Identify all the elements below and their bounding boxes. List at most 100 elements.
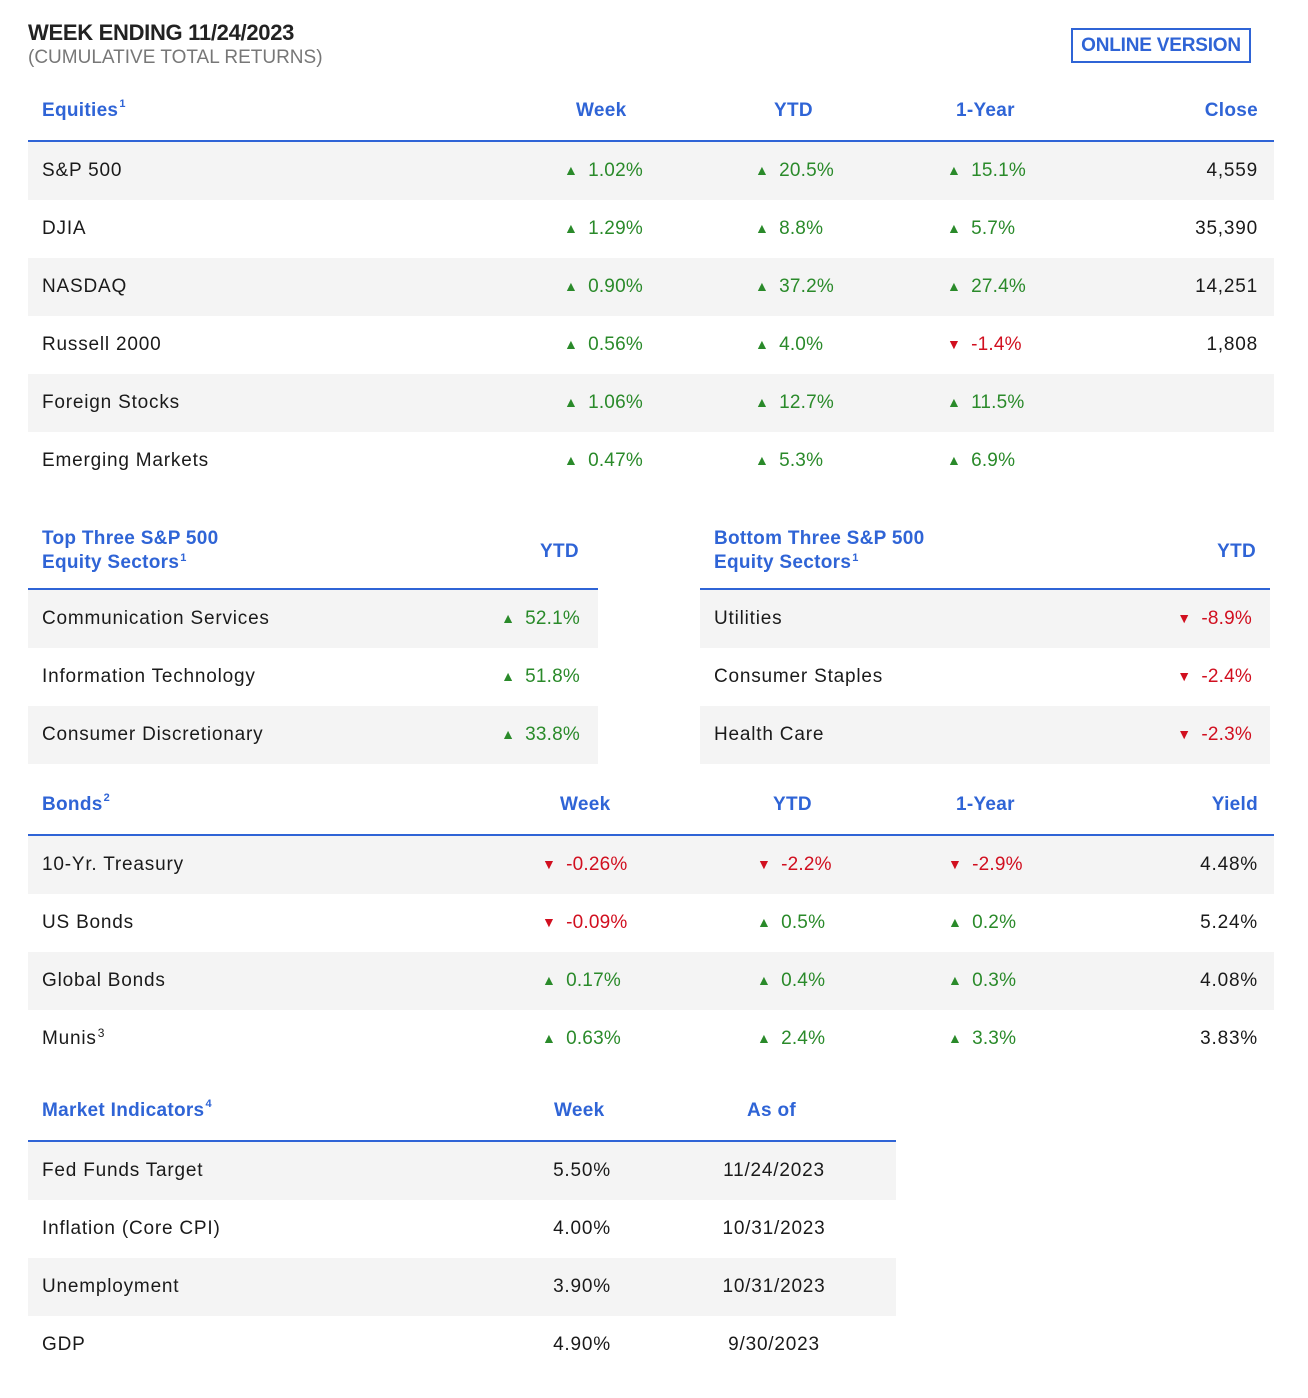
triangle-up-icon: ▲ bbox=[564, 394, 579, 410]
change-value: ▼ -2.4% bbox=[1177, 648, 1252, 706]
triangle-down-icon: ▼ bbox=[542, 914, 557, 930]
row-label: S&P 500 bbox=[42, 142, 122, 200]
row-label: Information Technology bbox=[42, 648, 256, 706]
change-value: ▲ 0.2% bbox=[948, 894, 1016, 952]
close-value: 1,808 bbox=[1206, 334, 1258, 355]
change-value: ▲ 6.9% bbox=[947, 432, 1015, 490]
row-label-text: Fed Funds Target bbox=[42, 1160, 204, 1181]
row-label-text: Communication Services bbox=[42, 608, 270, 629]
row-label: Communication Services bbox=[42, 590, 270, 648]
change-value: ▲ 1.06% bbox=[564, 374, 643, 432]
bottom-sectors-header: Bottom Three S&P 500 Equity Sectors1 YTD bbox=[700, 516, 1270, 590]
triangle-down-icon: ▼ bbox=[1177, 610, 1192, 626]
footnote-marker: 3 bbox=[97, 1026, 106, 1040]
change-value: ▼ -2.9% bbox=[948, 836, 1023, 894]
row-label-text: NASDAQ bbox=[42, 276, 128, 297]
change-value: ▲ 4.0% bbox=[755, 316, 823, 374]
yield-value: 3.83% bbox=[1200, 1028, 1258, 1049]
triangle-up-icon: ▲ bbox=[564, 220, 579, 236]
triangle-up-icon: ▲ bbox=[501, 610, 516, 626]
table-row: US Bonds ▼ -0.09% ▲ 0.5% ▲ 0.2% 5.24% bbox=[28, 894, 1274, 952]
triangle-down-icon: ▼ bbox=[757, 856, 772, 872]
change-value: ▲ 0.56% bbox=[564, 316, 643, 374]
change-text: 33.8% bbox=[525, 724, 580, 745]
row-label-text: Global Bonds bbox=[42, 970, 166, 991]
change-value: ▲ 37.2% bbox=[755, 258, 834, 316]
change-text: 3.3% bbox=[972, 1028, 1017, 1049]
change-text: 27.4% bbox=[971, 276, 1026, 297]
triangle-up-icon: ▲ bbox=[947, 394, 962, 410]
equities-table: Equities 1 Week YTD 1-Year Close S&P 500 ▲… bbox=[28, 82, 1274, 490]
change-value: ▼ -2.3% bbox=[1177, 706, 1252, 764]
table-row: Utilities ▼ -8.9% bbox=[700, 590, 1270, 648]
change-text: -2.2% bbox=[781, 854, 832, 875]
row-label-text: Utilities bbox=[714, 608, 783, 629]
change-value: ▲ 52.1% bbox=[501, 590, 580, 648]
triangle-up-icon: ▲ bbox=[755, 394, 770, 410]
row-label-text: Munis bbox=[42, 1028, 97, 1049]
col-yield: Yield bbox=[1211, 794, 1258, 815]
row-label: Foreign Stocks bbox=[42, 374, 180, 432]
week-value: 4.00% bbox=[553, 1218, 611, 1239]
change-value: ▲ 0.4% bbox=[757, 952, 825, 1010]
change-text: -0.09% bbox=[566, 912, 628, 933]
table-row: DJIA ▲ 1.29% ▲ 8.8% ▲ 5.7% 35,390 bbox=[28, 200, 1274, 258]
change-text: 5.7% bbox=[971, 218, 1016, 239]
table-row: Fed Funds Target 5.50% 11/24/2023 bbox=[28, 1142, 896, 1200]
row-label-text: Emerging Markets bbox=[42, 450, 209, 471]
change-text: 6.9% bbox=[971, 450, 1016, 471]
triangle-up-icon: ▲ bbox=[947, 452, 962, 468]
triangle-up-icon: ▲ bbox=[542, 1030, 557, 1046]
col-ytd: YTD bbox=[774, 100, 813, 121]
triangle-up-icon: ▲ bbox=[564, 162, 579, 178]
change-text: 2.4% bbox=[781, 1028, 826, 1049]
row-label: DJIA bbox=[42, 200, 86, 258]
change-text: 0.56% bbox=[588, 334, 643, 355]
triangle-up-icon: ▲ bbox=[564, 336, 579, 352]
col-week: Week bbox=[576, 100, 627, 121]
change-text: 52.1% bbox=[525, 608, 580, 629]
change-value: ▲ 51.8% bbox=[501, 648, 580, 706]
change-text: 0.2% bbox=[972, 912, 1017, 933]
row-label-text: Health Care bbox=[714, 724, 825, 745]
week-value: 3.90% bbox=[553, 1276, 611, 1297]
change-value: ▲ 5.7% bbox=[947, 200, 1015, 258]
change-value: ▲ 0.90% bbox=[564, 258, 643, 316]
online-version-button[interactable]: ONLINE VERSION bbox=[1071, 28, 1251, 63]
triangle-down-icon: ▼ bbox=[1177, 726, 1192, 742]
triangle-down-icon: ▼ bbox=[542, 856, 557, 872]
triangle-up-icon: ▲ bbox=[755, 278, 770, 294]
row-label: Utilities bbox=[714, 590, 782, 648]
triangle-up-icon: ▲ bbox=[501, 668, 516, 684]
change-text: -2.3% bbox=[1201, 724, 1252, 745]
change-text: -0.26% bbox=[566, 854, 628, 875]
row-label: Munis 3 bbox=[42, 1010, 105, 1068]
change-text: 15.1% bbox=[971, 160, 1026, 181]
row-label-text: Foreign Stocks bbox=[42, 392, 180, 413]
triangle-up-icon: ▲ bbox=[947, 220, 962, 236]
table-row: 10-Yr. Treasury ▼ -0.26% ▼ -2.2% ▼ -2.9% 4.48% bbox=[28, 836, 1274, 894]
change-value: ▼ -1.4% bbox=[947, 316, 1022, 374]
triangle-up-icon: ▲ bbox=[755, 162, 770, 178]
week-value: 4.90% bbox=[553, 1334, 611, 1355]
triangle-up-icon: ▲ bbox=[542, 972, 557, 988]
change-value: ▲ 0.63% bbox=[542, 1010, 621, 1068]
change-value: ▲ 20.5% bbox=[755, 142, 834, 200]
change-value: ▲ 11.5% bbox=[947, 374, 1025, 432]
table-row: Inflation (Core CPI) 4.00% 10/31/2023 bbox=[28, 1200, 896, 1258]
change-text: 20.5% bbox=[779, 160, 834, 181]
as-of-date: 9/30/2023 bbox=[728, 1334, 820, 1355]
row-label: Inflation (Core CPI) bbox=[42, 1200, 221, 1258]
row-label-text: Consumer Discretionary bbox=[42, 724, 264, 745]
change-text: 12.7% bbox=[779, 392, 834, 413]
change-text: 0.47% bbox=[588, 450, 643, 471]
change-text: 0.4% bbox=[781, 970, 826, 991]
triangle-up-icon: ▲ bbox=[755, 336, 770, 352]
row-label: Unemployment bbox=[42, 1258, 179, 1316]
table-row: Global Bonds ▲ 0.17% ▲ 0.4% ▲ 0.3% 4.08% bbox=[28, 952, 1274, 1010]
change-value: ▲ 1.02% bbox=[564, 142, 643, 200]
as-of-date: 10/31/2023 bbox=[722, 1218, 826, 1239]
change-text: 37.2% bbox=[779, 276, 834, 297]
col-as-of: As of bbox=[747, 1100, 796, 1121]
row-label-text: GDP bbox=[42, 1334, 86, 1355]
